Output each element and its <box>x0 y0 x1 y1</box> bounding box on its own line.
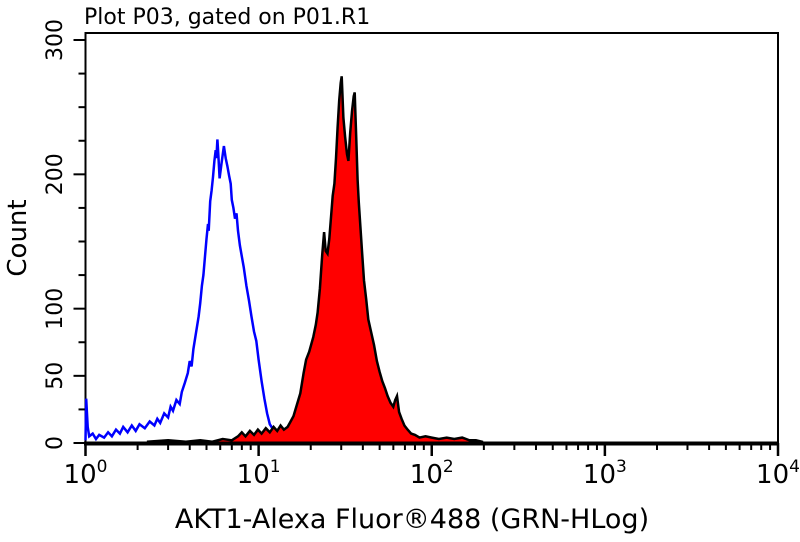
y-axis-label: Count <box>3 199 33 276</box>
control-blue-histogram <box>84 139 298 442</box>
tick-layer <box>73 39 780 456</box>
x-tick-label: 104 <box>756 457 800 490</box>
plot-title: Plot P03, gated on P01.R1 <box>84 5 370 30</box>
y-tick-label: 200 <box>43 153 68 195</box>
x-tick-label: 102 <box>410 457 454 490</box>
y-tick-label: 300 <box>43 19 68 61</box>
y-tick-label: 100 <box>43 288 68 330</box>
x-tick-label: 100 <box>64 457 108 490</box>
x-tick-label: 103 <box>583 457 627 490</box>
plot-frame <box>84 32 779 444</box>
akt1-red-histogram <box>146 76 484 445</box>
series-layer <box>84 76 484 445</box>
y-tick-label: 50 <box>43 362 68 390</box>
x-tick-label: 101 <box>237 457 281 490</box>
x-axis-label: AKT1-Alexa Fluor®488 (GRN-HLog) <box>175 504 649 535</box>
y-tick-label: 0 <box>43 436 68 450</box>
